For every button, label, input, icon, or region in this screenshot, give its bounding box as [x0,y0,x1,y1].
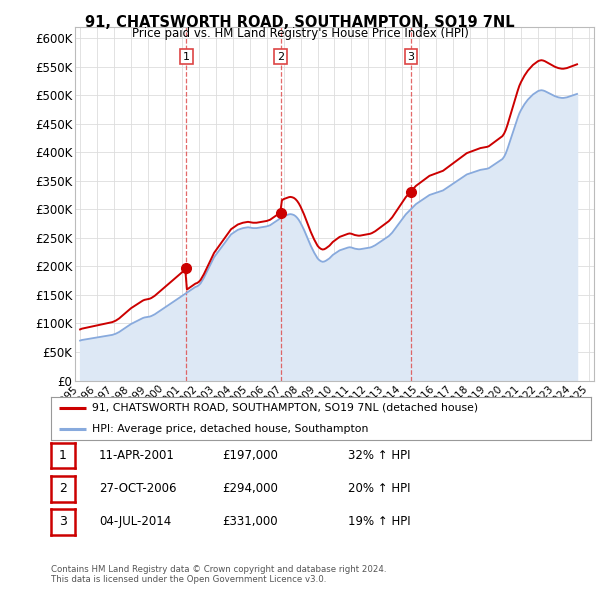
Text: 1: 1 [183,52,190,61]
Text: 3: 3 [407,52,415,61]
Text: 1: 1 [59,449,67,462]
Text: £197,000: £197,000 [222,449,278,462]
Text: 3: 3 [59,515,67,528]
Text: £331,000: £331,000 [222,515,278,528]
Text: HPI: Average price, detached house, Southampton: HPI: Average price, detached house, Sout… [91,424,368,434]
Text: 04-JUL-2014: 04-JUL-2014 [99,515,171,528]
Text: 2: 2 [59,482,67,495]
Text: 11-APR-2001: 11-APR-2001 [99,449,175,462]
Text: 27-OCT-2006: 27-OCT-2006 [99,482,176,495]
Text: Price paid vs. HM Land Registry's House Price Index (HPI): Price paid vs. HM Land Registry's House … [131,27,469,40]
Text: 91, CHATSWORTH ROAD, SOUTHAMPTON, SO19 7NL (detached house): 91, CHATSWORTH ROAD, SOUTHAMPTON, SO19 7… [91,403,478,412]
Text: Contains HM Land Registry data © Crown copyright and database right 2024.
This d: Contains HM Land Registry data © Crown c… [51,565,386,584]
Text: 20% ↑ HPI: 20% ↑ HPI [348,482,410,495]
Text: 32% ↑ HPI: 32% ↑ HPI [348,449,410,462]
Text: 91, CHATSWORTH ROAD, SOUTHAMPTON, SO19 7NL: 91, CHATSWORTH ROAD, SOUTHAMPTON, SO19 7… [85,15,515,30]
Text: 19% ↑ HPI: 19% ↑ HPI [348,515,410,528]
Text: £294,000: £294,000 [222,482,278,495]
Text: 2: 2 [277,52,284,61]
